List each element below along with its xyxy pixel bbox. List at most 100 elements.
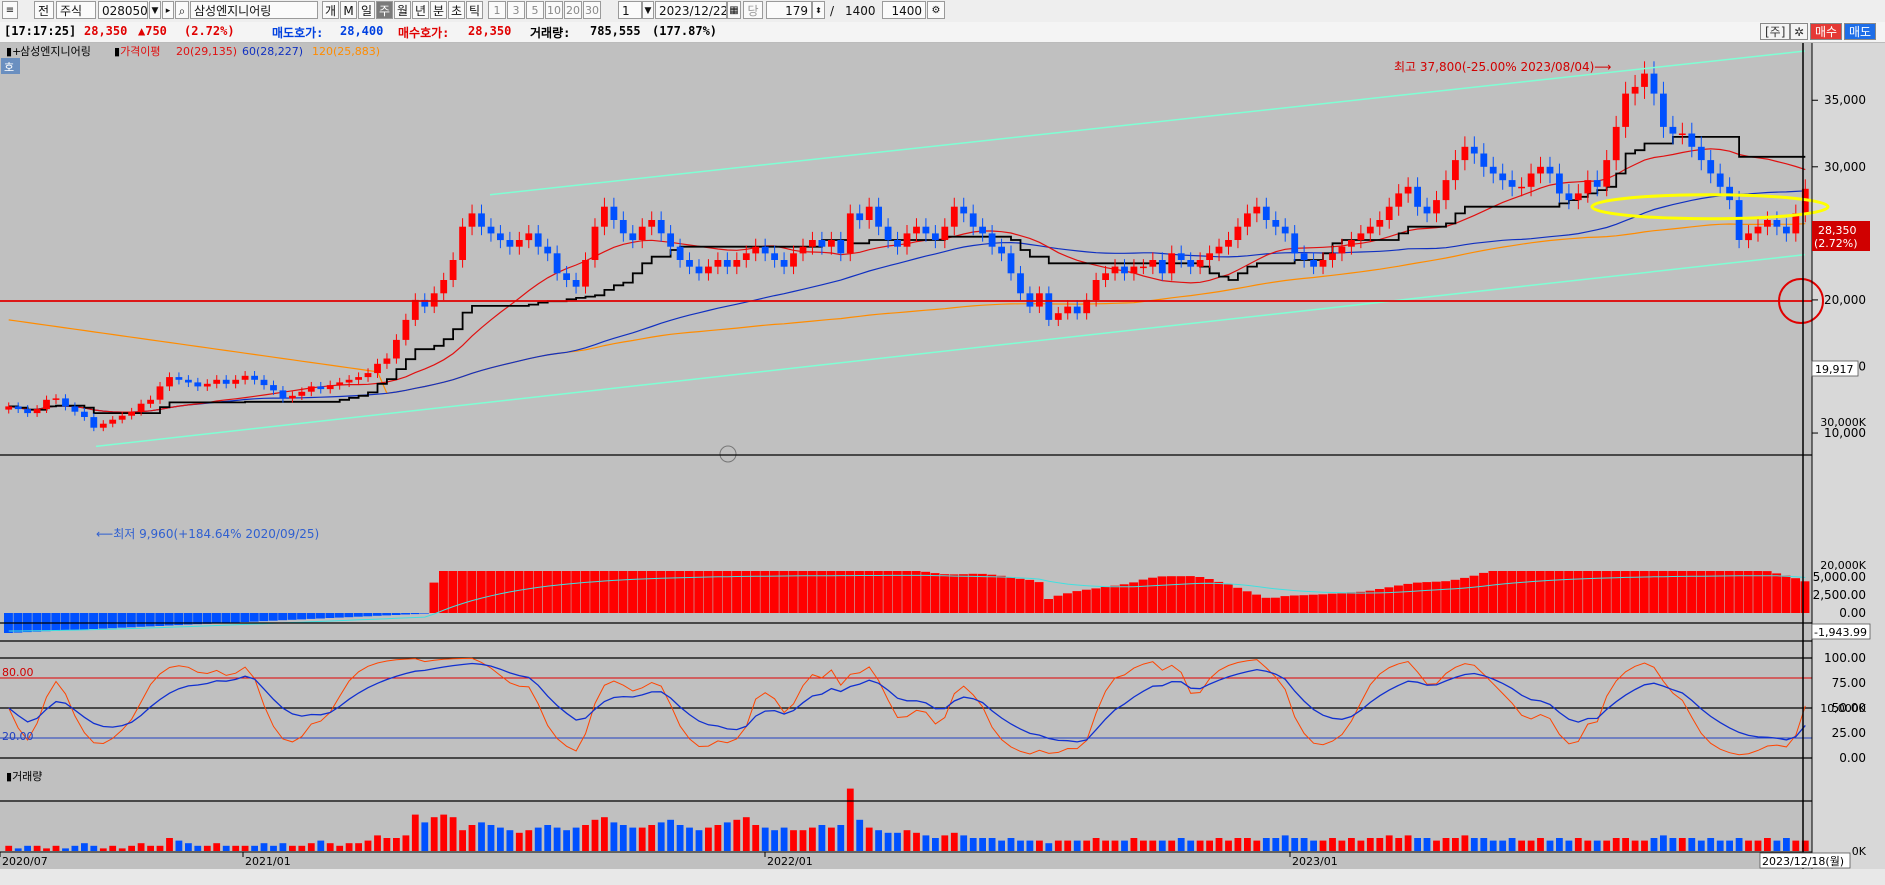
volume-bar[interactable]: [1660, 835, 1667, 851]
candle[interactable]: [260, 379, 268, 386]
candle[interactable]: [723, 260, 731, 267]
volume-bar[interactable]: [818, 825, 826, 851]
period-button-3[interactable]: 주: [376, 1, 393, 19]
volume-bar[interactable]: [326, 843, 334, 851]
volume-bar[interactable]: [232, 845, 240, 851]
code-list-icon[interactable]: ▸: [162, 1, 174, 19]
volume-bar[interactable]: [1158, 840, 1166, 851]
candle[interactable]: [449, 260, 457, 280]
volume-bar[interactable]: [799, 830, 807, 851]
candle[interactable]: [232, 379, 240, 384]
candle[interactable]: [421, 299, 429, 307]
candle[interactable]: [1707, 160, 1715, 174]
candle[interactable]: [1461, 146, 1469, 161]
volume-bar[interactable]: [393, 838, 400, 851]
period-button-0[interactable]: 개: [322, 1, 339, 19]
footer-date-box[interactable]: [1759, 852, 1851, 869]
volume-bar[interactable]: [336, 845, 344, 851]
volume-bar[interactable]: [761, 827, 769, 851]
candle[interactable]: [1764, 220, 1771, 227]
volume-bar[interactable]: [1631, 840, 1639, 851]
candle[interactable]: [1300, 253, 1308, 260]
candle[interactable]: [913, 226, 920, 234]
candle[interactable]: [582, 260, 589, 287]
volume-bar[interactable]: [742, 817, 750, 851]
volume-bar[interactable]: [289, 845, 296, 851]
candle[interactable]: [345, 379, 353, 383]
candle[interactable]: [1366, 226, 1374, 234]
volume-bar[interactable]: [572, 827, 580, 851]
candle[interactable]: [1565, 193, 1573, 201]
code-dropdown-icon[interactable]: ▼: [149, 1, 161, 19]
candle[interactable]: [894, 240, 901, 247]
candle[interactable]: [1054, 313, 1062, 320]
candle[interactable]: [1007, 253, 1015, 274]
candle[interactable]: [1792, 213, 1800, 234]
candle[interactable]: [856, 213, 864, 221]
settings-icon[interactable]: ✲: [1790, 23, 1808, 40]
volume-bar[interactable]: [1584, 840, 1592, 851]
candle[interactable]: [818, 240, 826, 247]
candle[interactable]: [619, 220, 627, 234]
volume-bar[interactable]: [1537, 838, 1544, 851]
volume-bar[interactable]: [1754, 840, 1762, 851]
candle[interactable]: [1177, 253, 1185, 260]
volume-bar[interactable]: [1073, 840, 1081, 851]
volume-bar[interactable]: [1414, 838, 1421, 851]
candle[interactable]: [1518, 186, 1525, 189]
volume-bar[interactable]: [1716, 840, 1724, 851]
volume-bar[interactable]: [1801, 840, 1809, 851]
volume-bar[interactable]: [752, 825, 760, 851]
volume-bar[interactable]: [960, 835, 968, 851]
volume-bar[interactable]: [563, 830, 570, 851]
candle[interactable]: [1783, 226, 1790, 234]
candle[interactable]: [752, 246, 760, 254]
volume-bar[interactable]: [1489, 840, 1497, 851]
volume-bar[interactable]: [1565, 840, 1573, 851]
candle[interactable]: [1073, 306, 1081, 314]
volume-bar[interactable]: [90, 845, 98, 851]
volume-bar[interactable]: [175, 840, 183, 851]
volume-bar[interactable]: [497, 827, 504, 851]
volume-bar[interactable]: [62, 848, 69, 851]
candle[interactable]: [1083, 299, 1091, 314]
candle[interactable]: [1121, 266, 1128, 274]
volume-bar[interactable]: [610, 822, 618, 851]
volume-bar[interactable]: [1366, 838, 1374, 851]
volume-bar[interactable]: [1310, 840, 1317, 851]
candle[interactable]: [534, 233, 542, 247]
volume-bar[interactable]: [1206, 840, 1213, 851]
candle[interactable]: [393, 339, 400, 359]
candle[interactable]: [648, 220, 656, 227]
volume-bar[interactable]: [1678, 838, 1686, 851]
volume-bar[interactable]: [1745, 840, 1752, 851]
volume-bar[interactable]: [1783, 838, 1790, 851]
volume-bar[interactable]: [1603, 840, 1611, 851]
candle[interactable]: [289, 395, 296, 399]
interval-input[interactable]: 1: [618, 1, 642, 19]
volume-bar[interactable]: [1669, 838, 1677, 851]
volume-bar[interactable]: [922, 835, 930, 851]
candle[interactable]: [1603, 160, 1611, 187]
candle[interactable]: [837, 240, 845, 254]
candle[interactable]: [1452, 160, 1459, 181]
volume-bar[interactable]: [1026, 840, 1034, 851]
candle[interactable]: [1697, 146, 1705, 161]
volume-bar[interactable]: [147, 845, 154, 851]
candle[interactable]: [43, 399, 50, 410]
interval-button-2[interactable]: 5: [526, 1, 544, 19]
period-button-2[interactable]: 일: [358, 1, 375, 19]
volume-bar[interactable]: [1527, 840, 1535, 851]
candle[interactable]: [1537, 166, 1544, 174]
volume-bar[interactable]: [440, 814, 448, 851]
volume-bar[interactable]: [1291, 838, 1299, 851]
volume-bar[interactable]: [1348, 838, 1355, 851]
stochastic-panel[interactable]: [0, 657, 1812, 759]
volume-bar[interactable]: [1518, 840, 1525, 851]
volume-bar[interactable]: [714, 825, 722, 851]
volume-bar[interactable]: [1121, 840, 1128, 851]
candle[interactable]: [156, 386, 164, 400]
volume-bar[interactable]: [1423, 838, 1431, 851]
candle[interactable]: [1612, 126, 1620, 161]
volume-bar[interactable]: [903, 830, 911, 851]
